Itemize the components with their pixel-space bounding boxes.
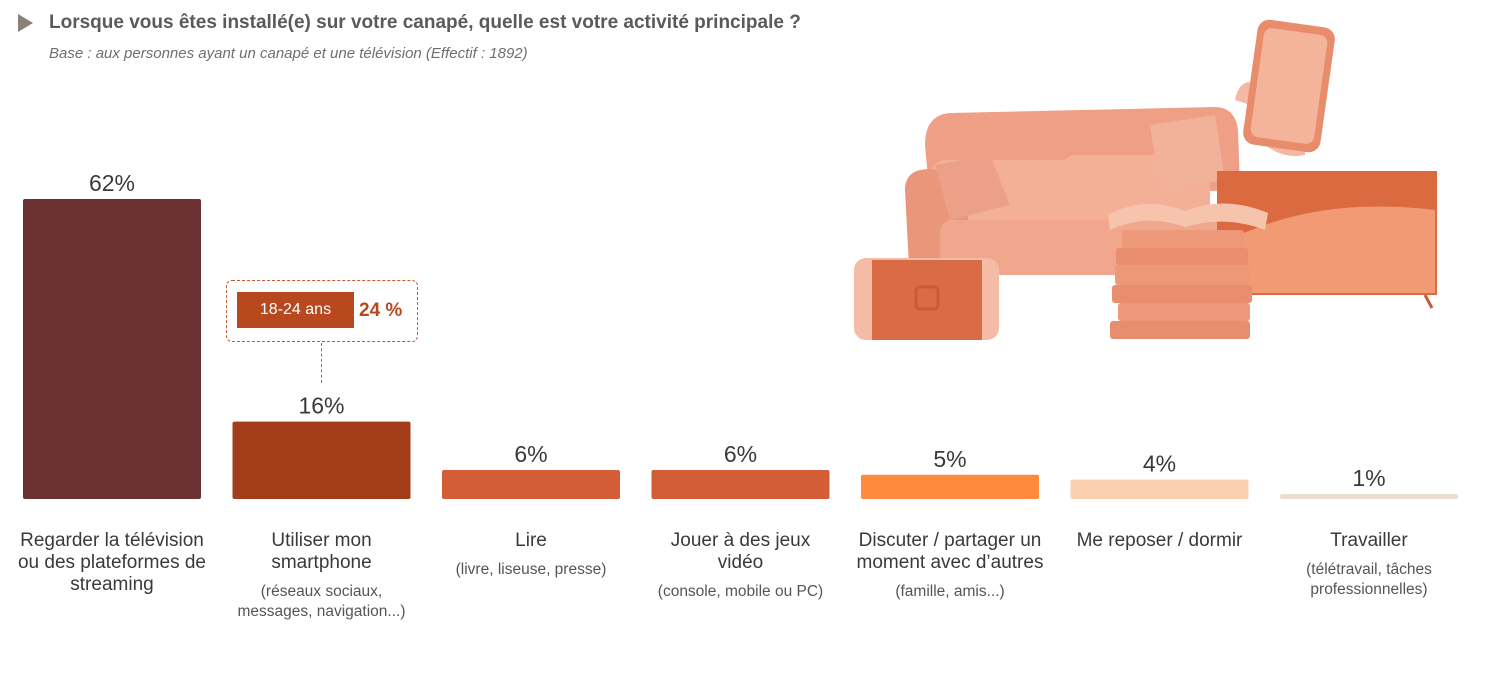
- value-label-3: 6%: [514, 441, 547, 467]
- book-5: [1122, 230, 1244, 248]
- open-book-icon: [1108, 203, 1268, 230]
- category-detail: (famille, amis...): [895, 583, 1005, 600]
- category-label-5: Discuter / partager un moment avec d’aut…: [855, 530, 1045, 602]
- category-label-4: Jouer à des jeux vidéo (console, mobile o…: [646, 530, 836, 602]
- title-row: Lorsque vous êtes installé(e) sur votre …: [18, 12, 801, 34]
- book-4: [1110, 321, 1250, 339]
- phone-screen: [1250, 28, 1328, 144]
- category-detail: (réseaux sociaux, messages, navigation..…: [237, 583, 406, 620]
- age-group-callout: 18-24 ans 24 %: [226, 280, 418, 342]
- callout-group-tag: 18-24 ans: [237, 292, 354, 328]
- category-label-7: Travailler (télétravail, tâches professio…: [1274, 530, 1464, 600]
- bar-4: [651, 469, 830, 499]
- bar-1: [23, 199, 201, 499]
- console-screen: [872, 260, 982, 340]
- category-name: Me reposer / dormir: [1076, 530, 1243, 551]
- play-triangle-icon: [18, 14, 33, 32]
- value-label-5: 5%: [933, 446, 966, 472]
- category-name: Utiliser mon smartphone: [271, 530, 372, 573]
- category-name: Jouer à des jeux vidéo: [670, 530, 811, 573]
- bar-7: [1280, 494, 1458, 499]
- sofa-pillow-left: [935, 155, 1010, 220]
- category-label-2: Utiliser mon smartphone (réseaux sociaux,…: [227, 530, 417, 622]
- chart-header: Lorsque vous êtes installé(e) sur votre …: [18, 12, 801, 62]
- tv-screen-glow: [1220, 206, 1435, 293]
- value-label-4: 6%: [724, 441, 757, 467]
- callout-connector: [321, 343, 322, 383]
- chart-title: Lorsque vous êtes installé(e) sur votre …: [49, 12, 801, 33]
- category-detail: (console, mobile ou PC): [657, 583, 824, 600]
- callout-value: 24 %: [359, 300, 403, 321]
- category-name: Lire: [515, 530, 547, 551]
- value-label-7: 1%: [1352, 465, 1385, 491]
- console-logo: [914, 285, 940, 311]
- value-label-2: 16%: [298, 393, 344, 419]
- bar-2: [232, 421, 411, 499]
- category-name: Discuter / partager un moment avec d’aut…: [856, 530, 1044, 573]
- category-detail: (télétravail, tâches professionnelles): [1306, 561, 1432, 598]
- bar-5: [861, 474, 1039, 499]
- bar-3: [442, 469, 620, 499]
- sofa-pillow-right: [1150, 115, 1225, 190]
- books-stack: [1115, 265, 1250, 285]
- book-2: [1112, 285, 1252, 303]
- value-label-1: 62%: [89, 170, 135, 196]
- category-label-3: Lire (livre, liseuse, presse): [436, 530, 626, 580]
- category-name: Regarder la télévision ou des plateforme…: [17, 530, 206, 595]
- value-label-6: 4%: [1143, 451, 1176, 477]
- living-room-illustration: [854, 19, 1437, 340]
- category-label-1: Regarder la télévision ou des plateforme…: [17, 530, 207, 596]
- category-name: Travailler: [1330, 530, 1408, 551]
- category-detail: (livre, liseuse, presse): [455, 561, 607, 578]
- chart-subtitle: Base : aux personnes ayant un canapé et …: [49, 45, 528, 62]
- book-3: [1118, 303, 1250, 321]
- category-label-6: Me reposer / dormir: [1065, 530, 1255, 552]
- bar-6: [1070, 479, 1249, 499]
- book-6: [1116, 248, 1248, 265]
